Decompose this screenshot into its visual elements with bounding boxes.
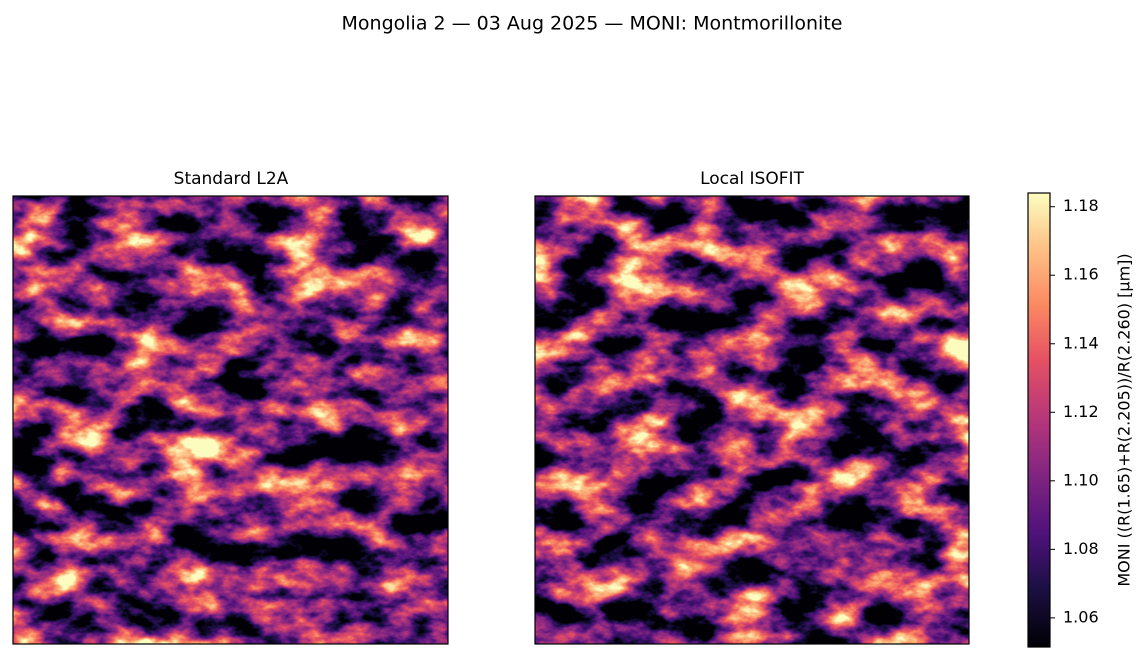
frame <box>12 195 449 645</box>
image <box>535 196 969 644</box>
panel-title: Local ISOFIT <box>700 169 804 189</box>
colorbar-tick-label: 1.12 <box>1063 402 1099 421</box>
colorbar-tick-label: 1.08 <box>1063 539 1099 558</box>
colorbar-tick-label: 1.10 <box>1063 470 1099 489</box>
colorbar-label: MONI ((R(1.65)+R(2.205))/R(2.260) [µm]) <box>1115 253 1134 586</box>
colorbar-tick-label: 1.18 <box>1063 196 1099 215</box>
panel: Standard L2A <box>12 169 449 645</box>
colorbar <box>1027 192 1051 648</box>
colorbar-tick-label: 1.06 <box>1063 607 1099 626</box>
chart-title: Mongolia 2 — 03 Aug 2025 — MONI: Montmor… <box>342 13 843 35</box>
frame <box>534 195 970 645</box>
panel-title: Standard L2A <box>174 169 289 189</box>
colorbar-tick-label: 1.16 <box>1063 265 1099 284</box>
image <box>13 196 448 644</box>
colorbar-tick-label: 1.14 <box>1063 333 1099 352</box>
panel: Local ISOFIT <box>534 169 970 645</box>
